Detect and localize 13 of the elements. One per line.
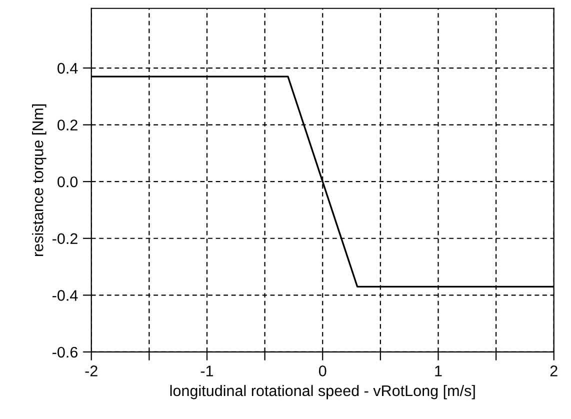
x-tick-label: -1 bbox=[200, 366, 214, 376]
x-tick-label: 1 bbox=[435, 366, 442, 376]
x-axis-title: longitudinal rotational speed - vRotLong [m/s] bbox=[170, 384, 475, 400]
x-tick-label: -2 bbox=[85, 366, 98, 376]
y-tick-label: -0.6 bbox=[52, 346, 78, 358]
y-tick-label: -0.2 bbox=[52, 233, 78, 244]
x-tick-label: 0 bbox=[318, 366, 326, 376]
y-tick-label: 0.4 bbox=[58, 62, 78, 74]
y-tick-label: 0.2 bbox=[58, 120, 78, 130]
y-axis-title: resistance torque [Nm] bbox=[32, 104, 46, 256]
x-tick-label: 2 bbox=[550, 366, 558, 376]
y-tick-label: -0.4 bbox=[52, 290, 78, 301]
y-tick-label: 0.0 bbox=[58, 176, 78, 188]
